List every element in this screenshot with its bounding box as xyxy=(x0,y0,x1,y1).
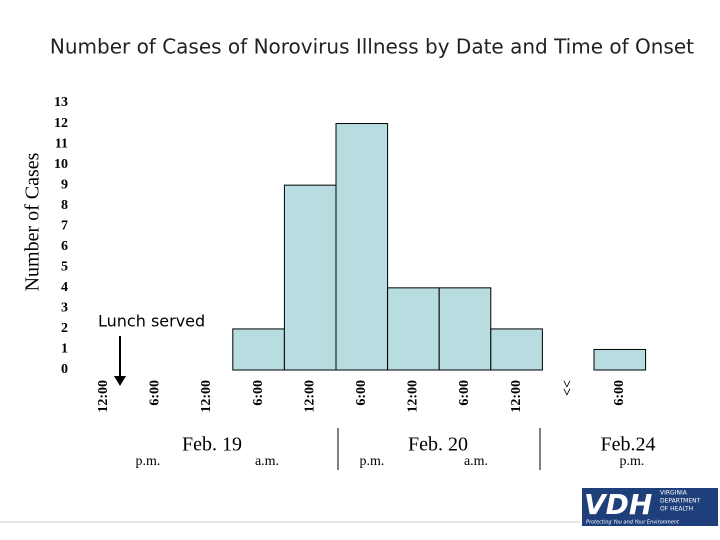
y-tick-label: 2 xyxy=(61,321,68,336)
logo: VDH VIRGINIA DEPARTMENT OF HEALTH Protec… xyxy=(582,488,718,526)
x-tick-label: 6:00 xyxy=(612,380,627,406)
logo-mark: VDH xyxy=(584,488,652,521)
y-tick-label: 13 xyxy=(54,95,68,110)
date-label: a.m. xyxy=(464,454,488,469)
x-tick-label: 6:00 xyxy=(354,380,369,406)
y-tick-label: 8 xyxy=(61,198,68,213)
y-tick-label: 0 xyxy=(61,362,68,377)
y-tick-label: 3 xyxy=(61,301,68,316)
y-tick-label: 6 xyxy=(61,239,68,254)
logo-line: VIRGINIA xyxy=(660,490,688,497)
x-tick-label: 12:00 xyxy=(302,380,317,413)
y-tick-label: 12 xyxy=(54,116,68,131)
x-tick-label: 12:00 xyxy=(199,380,214,413)
x-tick-label: 6:00 xyxy=(457,380,472,406)
y-tick-label: 1 xyxy=(61,342,68,357)
bar xyxy=(387,287,440,371)
date-label: p.m. xyxy=(360,454,385,469)
x-tick-label: 12:00 xyxy=(406,380,421,413)
y-tick-label: 4 xyxy=(61,280,68,295)
chart-title: Number of Cases of Norovirus Illness by … xyxy=(50,35,694,59)
logo-line: DEPARTMENT xyxy=(660,498,701,505)
bar xyxy=(232,328,285,371)
bar xyxy=(335,123,389,371)
x-tick-label: 12:00 xyxy=(509,380,524,413)
date-label: p.m. xyxy=(620,454,645,469)
logo-bg xyxy=(582,488,718,526)
date-label: p.m. xyxy=(136,454,161,469)
x-tick-label: 6:00 xyxy=(251,380,266,406)
x-tick-label: << xyxy=(560,380,575,396)
y-axis-label: Number of Cases xyxy=(22,152,44,291)
y-tick-label: 7 xyxy=(61,218,68,233)
date-label: a.m. xyxy=(255,454,279,469)
bar xyxy=(593,348,647,371)
y-tick-label: 9 xyxy=(61,177,68,192)
date-label: Feb. 20 xyxy=(408,434,468,456)
annotation: Lunch served xyxy=(98,312,205,331)
y-tick-label: 10 xyxy=(54,157,68,172)
date-label: Feb. 19 xyxy=(182,434,242,456)
y-tick-label: 11 xyxy=(55,136,68,151)
bar xyxy=(490,328,543,371)
x-tick-label: 12:00 xyxy=(96,380,111,413)
date-label: Feb.24 xyxy=(601,434,656,456)
y-tick-label: 5 xyxy=(61,260,68,275)
logo-tagline: Protecting You and Your Environment xyxy=(586,520,680,526)
bar xyxy=(438,287,492,371)
annotation-arrowhead xyxy=(114,376,126,386)
logo-line: OF HEALTH xyxy=(660,506,693,513)
x-tick-label: 6:00 xyxy=(148,380,163,406)
bar xyxy=(283,184,337,371)
